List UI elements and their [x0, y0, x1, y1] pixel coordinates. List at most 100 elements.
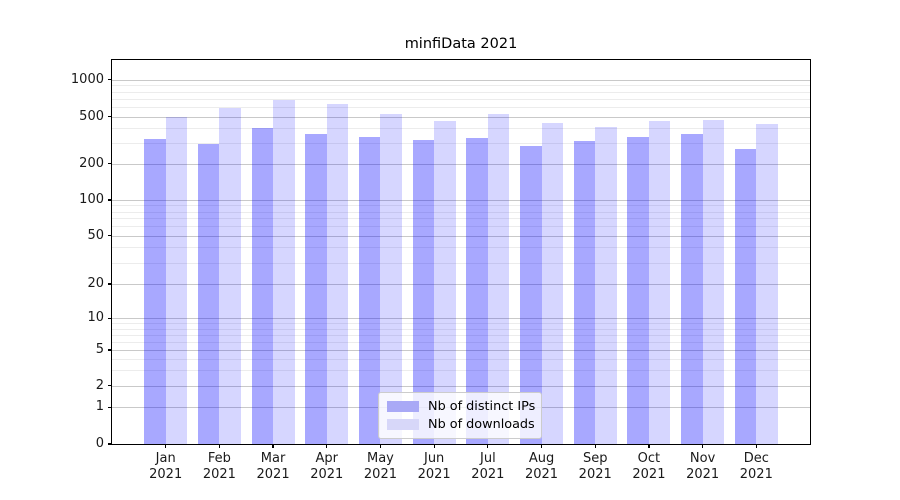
y-tick-mark	[108, 317, 112, 319]
y-tick-label-500: 500	[79, 108, 104, 124]
minor-gridline	[112, 328, 810, 330]
legend: Nb of distinct IPs Nb of downloads	[378, 392, 542, 439]
plot-area	[111, 59, 811, 445]
y-tick-mark	[108, 443, 112, 445]
chart-title: minfiData 2021	[404, 36, 518, 52]
bar-downloads-dec	[756, 123, 778, 444]
bar-downloads-mar	[273, 100, 295, 444]
x-tick-label-nov: Nov 2021	[686, 451, 720, 482]
minor-gridline	[112, 226, 810, 228]
y-tick-label-1: 1	[95, 399, 104, 415]
x-tick-label-aug: Aug 2021	[524, 451, 559, 482]
minor-gridline	[112, 91, 810, 93]
bar-downloads-sep	[595, 126, 617, 444]
y-tick-label-100: 100	[79, 192, 104, 207]
gridline-200	[112, 163, 810, 165]
minor-gridline	[112, 205, 810, 207]
gridline-50	[112, 235, 810, 237]
bar-distinct-ips-jul	[466, 138, 488, 444]
minor-gridline	[112, 341, 810, 343]
minor-gridline	[112, 106, 810, 108]
minor-gridline	[112, 142, 810, 144]
x-tick-label-dec: Dec 2021	[739, 451, 773, 482]
bar-downloads-nov	[702, 119, 725, 444]
gridline-5	[112, 349, 810, 351]
x-tick-mark	[701, 444, 704, 448]
gridline-500	[112, 116, 810, 118]
x-tick-mark	[165, 444, 167, 448]
y-tick-mark	[108, 406, 112, 408]
y-tick-label-20: 20	[87, 275, 104, 291]
x-tick-label-mar: Mar 2021	[256, 451, 290, 482]
x-tick-mark	[755, 444, 757, 448]
y-tick-label-200: 200	[79, 155, 104, 171]
x-tick-label-may: May 2021	[363, 451, 397, 482]
gridline-100	[112, 200, 810, 201]
bar-distinct-ips-oct	[627, 136, 649, 444]
x-tick-mark	[326, 444, 328, 448]
bar-distinct-ips-sep	[573, 141, 596, 444]
bar-downloads-jun	[434, 121, 456, 444]
minor-gridline	[112, 85, 810, 87]
y-tick-mark	[108, 235, 112, 237]
y-tick-mark	[108, 199, 112, 201]
bar-distinct-ips-apr	[305, 133, 327, 444]
y-tick-label-0: 0	[95, 436, 104, 451]
bar-downloads-jul	[487, 113, 510, 444]
y-tick-label-10: 10	[87, 310, 104, 326]
x-tick-label-apr: Apr 2021	[310, 451, 344, 482]
x-tick-mark	[379, 444, 382, 448]
legend-swatch-distinct-ips	[387, 401, 419, 413]
x-tick-label-jan: Jan 2021	[149, 451, 183, 482]
bar-downloads-apr	[326, 103, 349, 444]
x-tick-mark	[487, 444, 489, 448]
x-tick-mark	[540, 444, 543, 448]
y-tick-mark	[108, 283, 112, 285]
x-tick-label-sep: Sep 2021	[578, 451, 612, 482]
minor-gridline	[112, 211, 810, 213]
gridline-2	[112, 385, 810, 387]
minor-gridline	[112, 247, 810, 249]
y-tick-mark	[108, 116, 112, 118]
legend-item-distinct-ips: Nb of distinct IPs	[387, 398, 536, 416]
bar-distinct-ips-feb	[197, 143, 220, 444]
minor-gridline	[112, 262, 810, 264]
legend-label-downloads: Nb of downloads	[428, 416, 535, 432]
bar-distinct-ips-jan	[144, 138, 166, 444]
bar-distinct-ips-dec	[734, 149, 757, 444]
y-tick-mark	[108, 385, 112, 387]
legend-item-downloads: Nb of downloads	[387, 416, 535, 434]
y-tick-mark	[108, 163, 112, 165]
minor-gridline	[112, 98, 810, 100]
x-tick-mark	[594, 444, 596, 448]
bar-distinct-ips-nov	[681, 134, 703, 444]
y-tick-label-2: 2	[95, 377, 104, 393]
x-tick-label-jul: Jul 2021	[471, 451, 505, 482]
x-tick-mark	[433, 444, 435, 448]
x-tick-mark	[218, 444, 221, 448]
bar-distinct-ips-mar	[251, 128, 274, 444]
x-tick-label-feb: Feb 2021	[202, 451, 236, 482]
x-tick-label-jun: Jun 2021	[417, 451, 451, 482]
bar-downloads-feb	[219, 108, 241, 444]
legend-swatch-downloads	[387, 418, 419, 430]
legend-label-distinct-ips: Nb of distinct IPs	[428, 399, 536, 415]
y-tick-label-5: 5	[95, 341, 104, 357]
gridline-20	[112, 283, 810, 285]
minor-gridline	[112, 334, 810, 336]
y-tick-label-1000: 1000	[70, 71, 104, 87]
gridline-10	[112, 318, 810, 320]
bar-distinct-ips-aug	[520, 146, 542, 444]
bar-distinct-ips-jun	[412, 139, 435, 444]
y-tick-mark	[108, 79, 112, 81]
y-tick-mark	[108, 349, 112, 351]
bar-downloads-oct	[648, 121, 671, 444]
bar-downloads-jan	[165, 116, 188, 444]
x-tick-mark	[272, 444, 274, 448]
bar-downloads-aug	[541, 123, 564, 444]
minor-gridline	[112, 369, 810, 371]
minor-gridline	[112, 218, 810, 220]
minor-gridline	[112, 358, 810, 360]
bar-distinct-ips-may	[358, 137, 381, 444]
